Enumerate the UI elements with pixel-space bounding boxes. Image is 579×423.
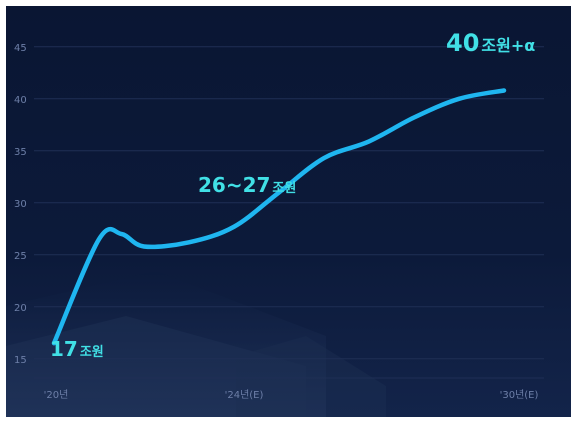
axis-layer: 15 20 25 30 35 40 45 '20년 '24년(E) '30년(E) (14, 43, 538, 401)
chart-panel: 15 20 25 30 35 40 45 '20년 '24년(E) '30년(E) 17 조원 26~… (6, 6, 571, 417)
y-tick-label-25: 25 (14, 251, 27, 262)
y-tick-label-40: 40 (14, 95, 27, 106)
label-layer: 17 조원 26~27 조원 40 조원+α (50, 29, 535, 361)
y-tick-label-45: 45 (14, 43, 27, 54)
x-tick-label-1: '24년(E) (225, 389, 264, 401)
line-layer (51, 88, 507, 346)
chart-svg: 15 20 25 30 35 40 45 '20년 '24년(E) '30년(E) 17 조원 26~… (6, 29, 544, 417)
y-tick-label-15: 15 (14, 355, 27, 366)
annotation-a2020: 17 조원 (50, 337, 104, 361)
x-tick-label-2: '30년(E) (500, 389, 539, 401)
x-tick-label-0: '20년 (44, 389, 69, 401)
y-tick-label-20: 20 (14, 303, 27, 314)
background-building (6, 271, 386, 417)
y-tick-label-30: 30 (14, 199, 27, 210)
annotation-a2030: 40 조원+α (446, 29, 535, 57)
y-tick-label-35: 35 (14, 147, 27, 158)
series-line (51, 88, 507, 346)
annotation-a2024: 26~27 조원 (198, 173, 296, 197)
